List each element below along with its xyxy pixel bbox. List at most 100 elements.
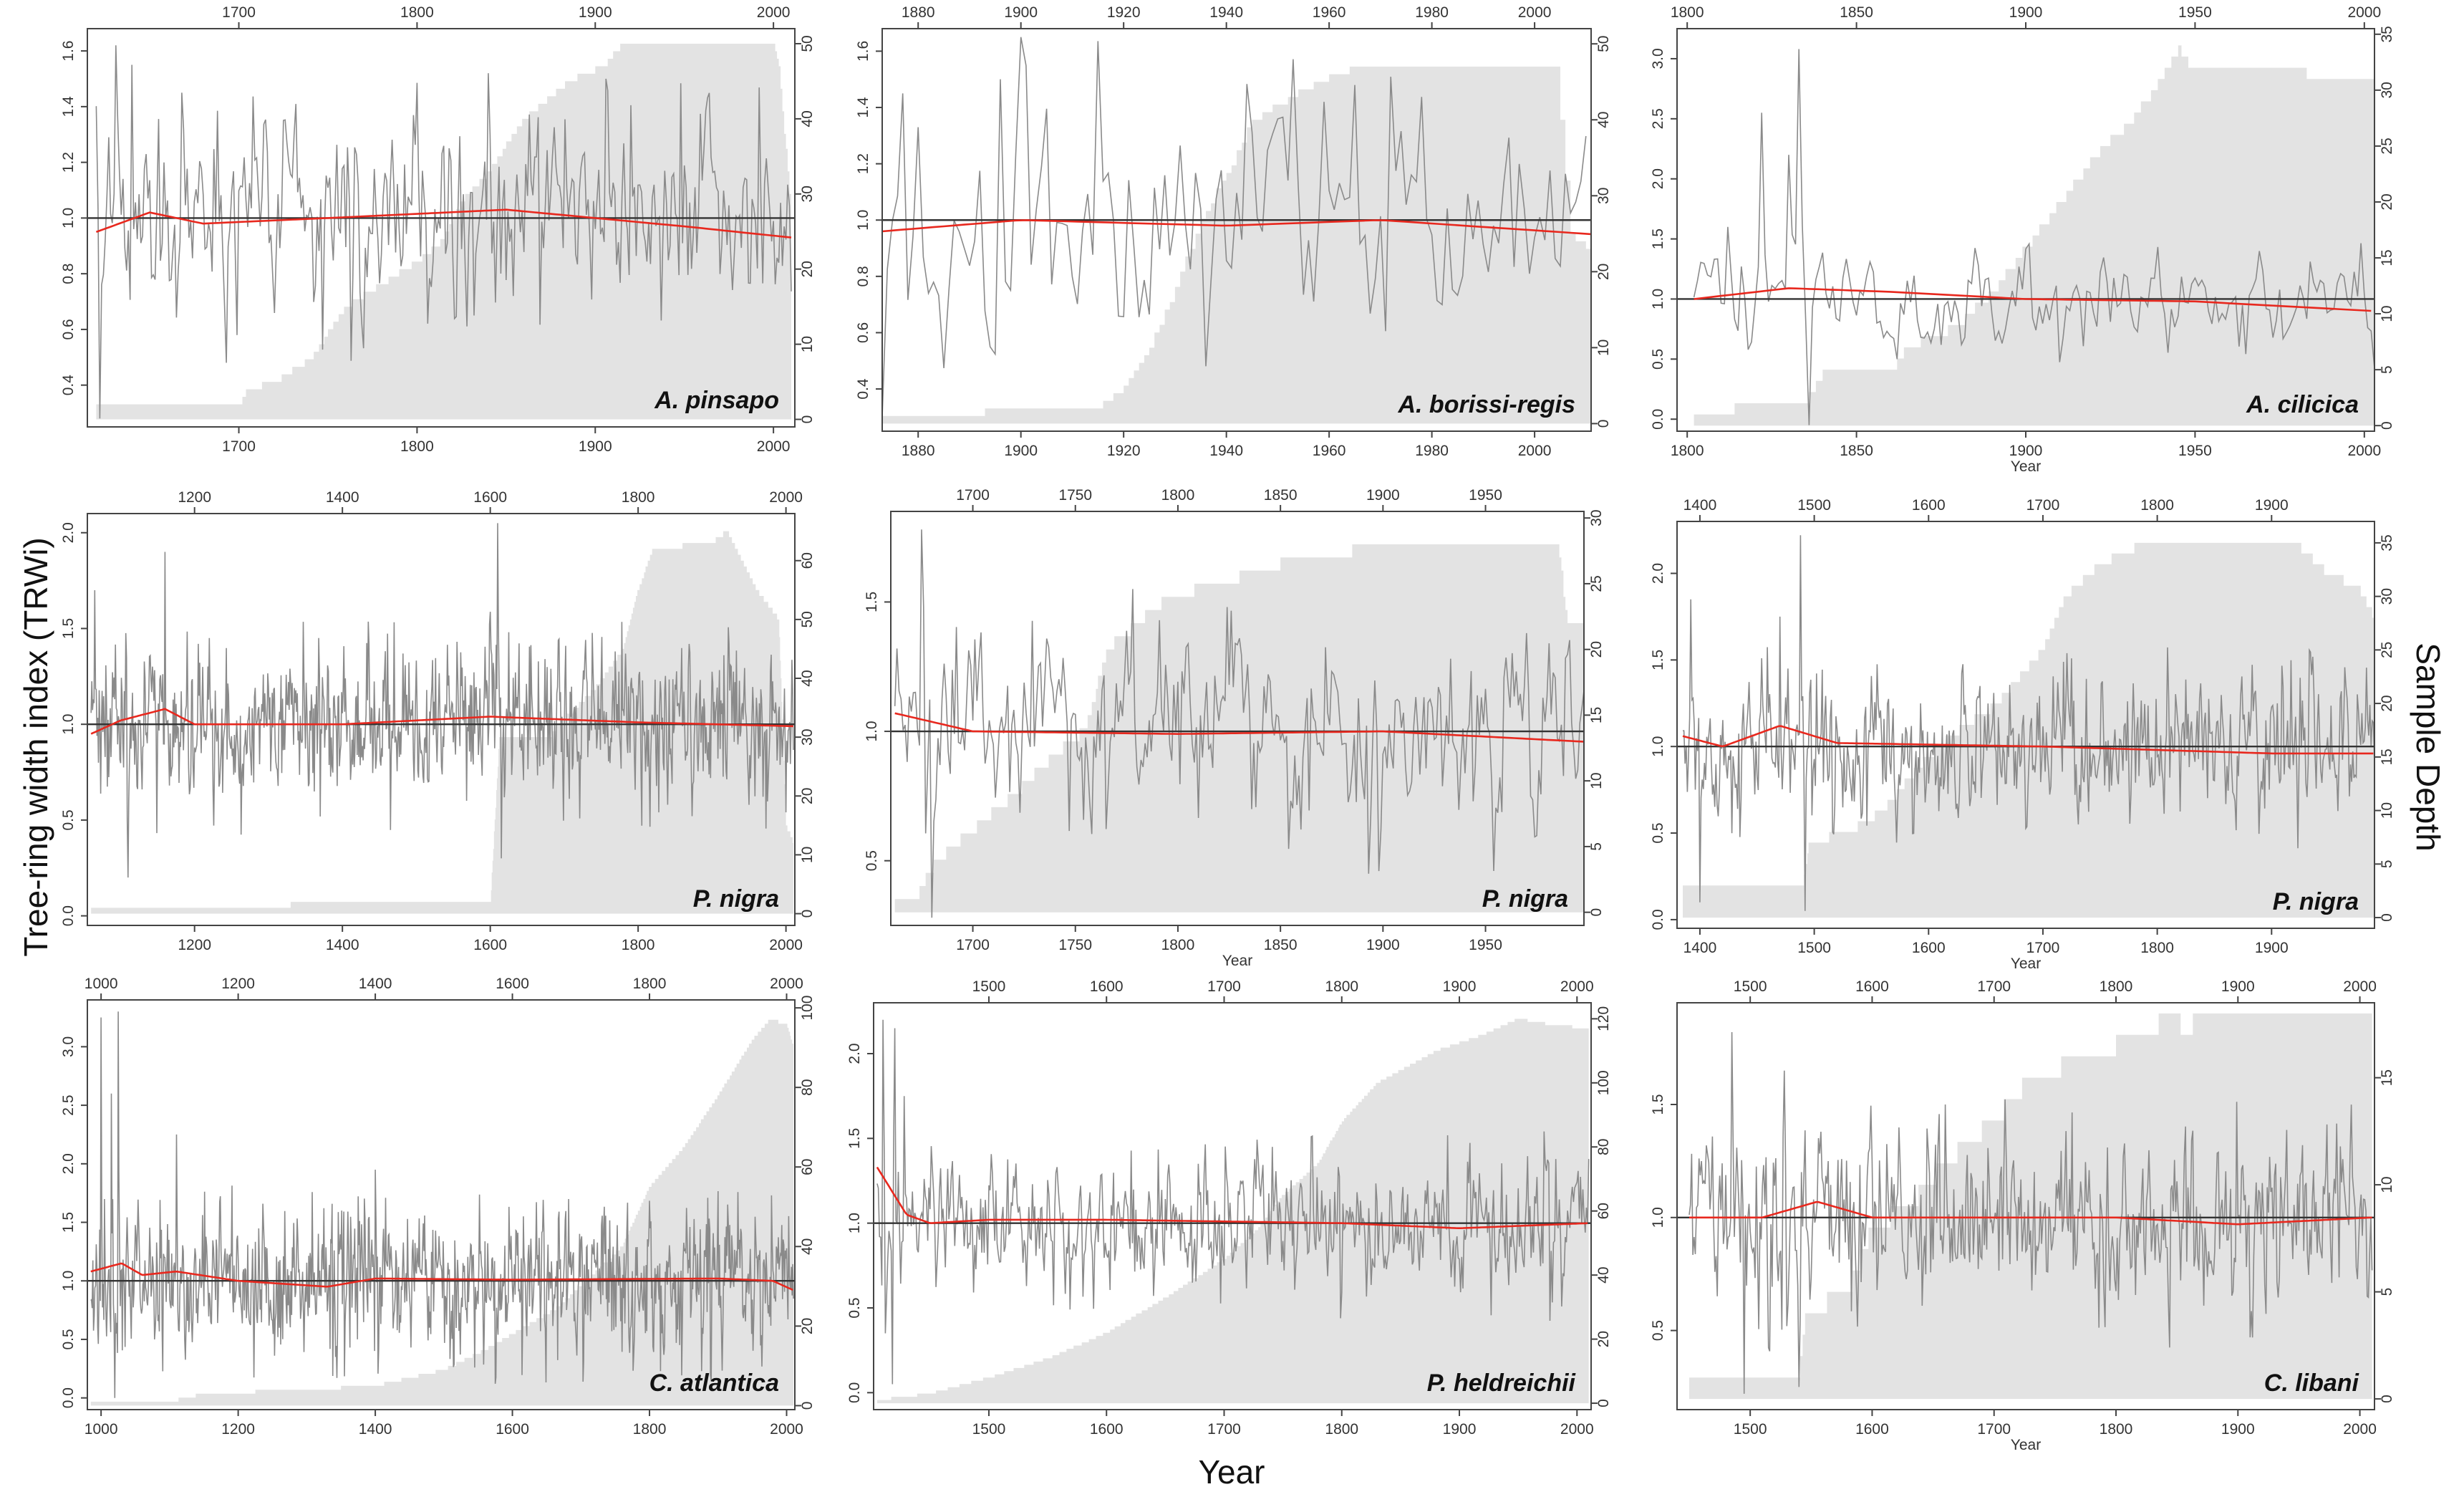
y-axis-title-right: Sample Depth	[2392, 0, 2464, 1493]
panel-frame	[881, 28, 1592, 432]
x-tick-label-bottom: 1950	[2178, 443, 2212, 459]
y-tick-label-left: 2.0	[846, 1043, 863, 1064]
x-tick-label-top: 1800	[400, 4, 434, 21]
y-tick-label-left: 0.5	[1650, 1320, 1666, 1341]
y2-tick-label-right: 25	[2379, 642, 2395, 658]
sample-depth-area	[1689, 1013, 2372, 1400]
x-tick-label-top: 1500	[1797, 497, 1831, 514]
sample-depth-area	[1694, 45, 2374, 426]
y2-tick-label-right: 5	[2379, 860, 2395, 868]
y-tick-label-left: 1.5	[60, 1212, 77, 1233]
y2-tick-label-right: 0	[799, 910, 816, 918]
x-tick-label-top: 2000	[1560, 978, 1594, 995]
y2-tick-label-right: 30	[799, 186, 816, 202]
x-tick-label-bottom: 1800	[633, 1421, 667, 1438]
y2-tick-label-right: 40	[799, 1238, 816, 1255]
x-tick-label-top: 1400	[1683, 497, 1717, 514]
x-tick-label-bottom: 1800	[622, 937, 655, 953]
x-tick-label-top: 1900	[1004, 4, 1038, 21]
x-tick-label-bottom: 2000	[770, 1421, 803, 1438]
x-tick-label-bottom: 1800	[2140, 940, 2174, 956]
y-tick-label-left: 1.5	[1650, 228, 1666, 249]
y2-tick-label-right: 15	[2379, 748, 2395, 765]
y-tick-label-left: 0.4	[60, 375, 77, 396]
y-tick-label-left: 0.0	[60, 905, 77, 926]
x-tick-label-top: 1500	[972, 978, 1006, 995]
y-tick-label-left: 0.0	[846, 1382, 863, 1403]
x-tick-label-top: 1800	[1325, 978, 1358, 995]
species-label: P. heldreichii	[1427, 1370, 1577, 1397]
y-tick-label-left: 0.0	[1650, 909, 1666, 930]
x-tick-label-top: 2000	[770, 976, 803, 992]
y-tick-label-left: 2.5	[60, 1094, 77, 1115]
y-tick-label-left: 1.5	[60, 618, 77, 639]
y-tick-label-left: 0.0	[1650, 409, 1666, 430]
panel-7: 1000100012001200140014001600160018001800…	[60, 976, 816, 1438]
sample-depth-area	[90, 1019, 794, 1406]
y2-tick-label-right: 0	[799, 1402, 816, 1410]
panel-5: 1700 1700 1750 1750 1800 1800 1850 1850 1900 1900…	[864, 487, 1605, 969]
species-label: A. pinsapo	[654, 387, 779, 414]
x-tick-label-top: 2000	[2347, 4, 2381, 21]
y2-tick-label-right: 10	[2379, 305, 2395, 322]
spline-line	[90, 708, 793, 735]
panel-2: 1880 1880 1900 1900 1920 1920 1940 1940 1960 1960…	[855, 4, 1612, 459]
y2-tick-label-right: 0	[1595, 420, 1612, 428]
y2-tick-label-right: 30	[1588, 509, 1605, 526]
x-tick-label-top: 1920	[1107, 4, 1141, 21]
y2-tick-label-right: 80	[1595, 1139, 1612, 1155]
x-tick-label-bottom: 1600	[1855, 1421, 1889, 1438]
y2-tick-label-right: 20	[1595, 264, 1612, 280]
y2-tick-label-right: 40	[1595, 1266, 1612, 1283]
x-tick-label-bottom: 1900	[2255, 940, 2289, 956]
x-tick-label-bottom: 1900	[579, 438, 612, 455]
species-label: A. cilicica	[2246, 391, 2359, 418]
y2-tick-label-right: 20	[1588, 641, 1605, 658]
x-tick-label-top: 1800	[2140, 497, 2174, 514]
y2-tick-label-right: 10	[1588, 772, 1605, 789]
x-tick-label-top: 1200	[178, 489, 211, 506]
y2-tick-label-right: 60	[799, 552, 816, 569]
sample-depth-area	[1683, 542, 2374, 918]
x-tick-label-bottom: 1400	[1683, 940, 1717, 956]
panel-1: 1700 1700 1800 1800 1900 1900 2000 2000 0.4 0.6 0.…	[60, 4, 816, 455]
y2-tick-label-right: 5	[2379, 1288, 2395, 1296]
panel-x-label: Year	[1222, 953, 1252, 969]
y2-tick-label-right: 10	[2379, 802, 2395, 819]
x-tick-label-bottom: 1960	[1313, 443, 1346, 459]
x-tick-label-top: 1900	[2009, 4, 2043, 21]
x-tick-label-bottom: 1880	[902, 443, 935, 459]
y-tick-label-left: 0.8	[855, 266, 871, 287]
x-tick-label-bottom: 1980	[1415, 443, 1449, 459]
y-tick-label-left: 3.0	[1650, 48, 1666, 69]
y-tick-label-left: 1.5	[846, 1128, 863, 1149]
x-tick-label-top: 2000	[2343, 978, 2377, 995]
x-tick-label-top: 1700	[2026, 497, 2060, 514]
x-tick-label-bottom: 2000	[2347, 443, 2381, 459]
y2-tick-label-right: 15	[2379, 249, 2395, 266]
y2-tick-label-right: 10	[799, 847, 816, 863]
x-tick-label-bottom: 1200	[178, 937, 211, 953]
panel-3: 1800180018501850190019001950195020002000…	[1650, 4, 2395, 475]
x-tick-label-bottom: 2000	[757, 438, 791, 455]
x-tick-label-bottom: 1700	[2026, 940, 2060, 956]
x-axis-title: Year	[1198, 1453, 1265, 1491]
x-tick-label-bottom: 1950	[1469, 937, 1502, 953]
x-tick-label-top: 1800	[1161, 487, 1195, 504]
x-tick-label-top: 1950	[1469, 487, 1502, 504]
species-label: A. borissi-regis	[1397, 391, 1575, 418]
trwi-series-line	[1688, 1031, 2373, 1394]
y-axis-title-right-text: Sample Depth	[2410, 642, 2447, 852]
y2-tick-label-right: 40	[1595, 112, 1612, 128]
trwi-series-line	[1683, 535, 2374, 911]
x-tick-label-top: 1600	[1090, 978, 1124, 995]
panel-frame	[1676, 1002, 2375, 1410]
y2-tick-label-right: 35	[2379, 534, 2395, 551]
y-tick-label-left: 1.0	[1650, 289, 1666, 309]
x-tick-label-bottom: 1400	[359, 1421, 392, 1438]
x-tick-label-bottom: 1800	[1671, 443, 1704, 459]
panel-frame	[87, 513, 796, 926]
y2-tick-label-right: 20	[1595, 1331, 1612, 1347]
